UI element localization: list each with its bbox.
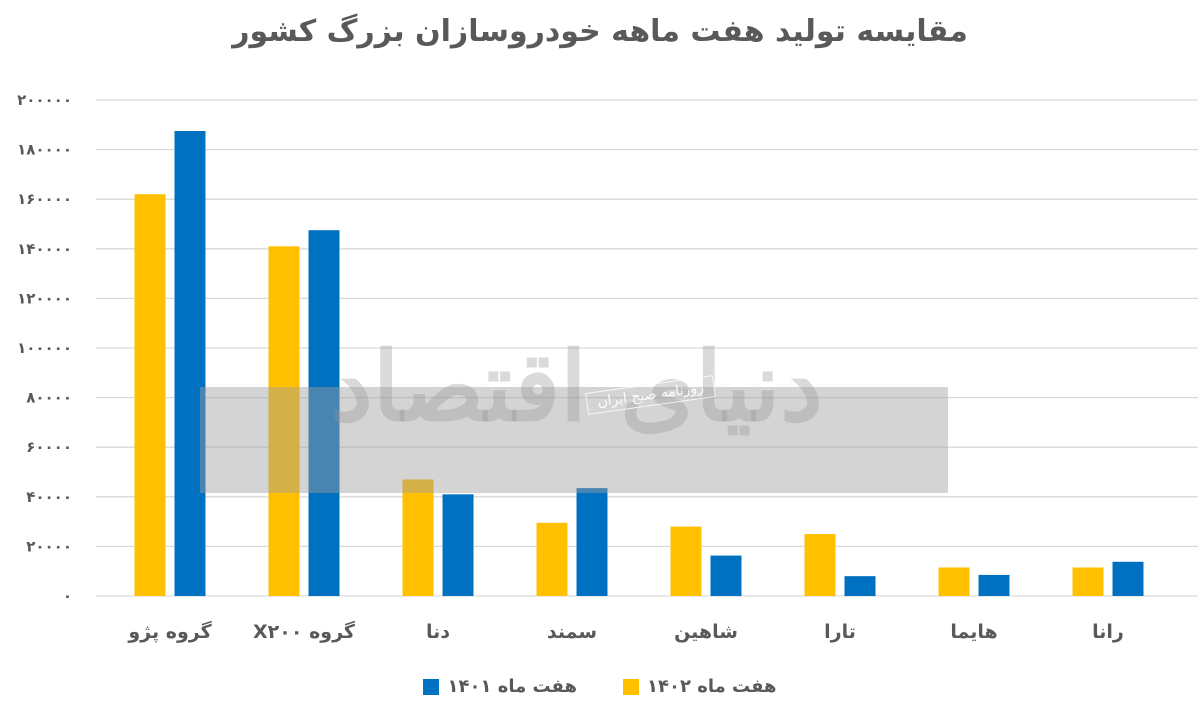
legend-label: هفت ماه ۱۴۰۱: [447, 676, 577, 697]
x-category-label: سمند: [547, 621, 597, 643]
bar-series1: [134, 194, 166, 597]
chart-legend: هفت ماه ۱۴۰۲ هفت ماه ۱۴۰۱: [0, 676, 1200, 697]
x-category-label: هایما: [950, 621, 997, 643]
y-tick-label: ۲۰۰۰۰: [26, 537, 72, 555]
bar-series2: [978, 574, 1010, 596]
y-axis-ticks: ۰ ۲۰۰۰۰ ۴۰۰۰۰ ۶۰۰۰۰ ۸۰۰۰۰ ۱۰۰۰۰۰ ۱۲۰۰۰۰ ۱۴۰۰۰۰ ۱…: [17, 91, 72, 605]
y-tick-label: ۸۰۰۰۰: [26, 389, 72, 407]
bar-series2: [1112, 561, 1144, 596]
legend-swatch-blue: [423, 678, 440, 695]
x-category-label: رانا: [1092, 621, 1124, 643]
legend-item-1402: هفت ماه ۱۴۰۲: [623, 676, 777, 697]
legend-swatch-yellow: [623, 678, 639, 695]
watermark-band: [200, 387, 948, 493]
bars: [134, 131, 1144, 597]
x-category-label: تارا: [824, 621, 856, 643]
y-tick-label: ۶۰۰۰۰: [26, 438, 72, 456]
bar-series2: [442, 494, 474, 596]
bar-series2: [576, 488, 608, 596]
x-category-label: دنا: [426, 621, 450, 643]
bar-series2: [308, 230, 340, 596]
bar-series2: [174, 131, 206, 596]
bar-series1: [402, 479, 434, 596]
x-category-label: گروه پژو: [127, 620, 212, 643]
bar-series1: [1072, 567, 1104, 596]
x-axis-categories: گروه پژو گروه X۲۰۰ دنا سمند شاهین تارا هایما را…: [127, 620, 1124, 643]
y-tick-label: ۴۰۰۰۰: [26, 488, 72, 506]
legend-label: هفت ماه ۱۴۰۲: [647, 676, 777, 697]
bar-series1: [938, 567, 970, 596]
bar-series2: [844, 576, 876, 596]
y-tick-label: ۱۲۰۰۰۰: [17, 289, 72, 307]
x-category-label: گروه X۲۰۰: [253, 620, 356, 643]
bar-series1: [670, 526, 702, 596]
chart-title: مقایسه تولید هفت ماهه خودروسازان بزرگ کش…: [232, 14, 968, 49]
y-tick-label: ۲۰۰۰۰۰: [17, 91, 72, 109]
y-tick-label: ۰: [63, 587, 72, 605]
y-tick-label: ۱۶۰۰۰۰: [17, 190, 72, 208]
watermark-logo: دنیای اقتصاد: [330, 330, 824, 443]
bar-series1: [268, 246, 300, 596]
bar-series1: [804, 534, 836, 596]
y-tick-label: ۱۸۰۰۰۰: [17, 141, 72, 159]
bar-series2: [710, 555, 742, 596]
y-tick-label: ۱۰۰۰۰۰: [17, 339, 72, 357]
y-tick-label: ۱۴۰۰۰۰: [17, 240, 72, 258]
legend-item-1401: هفت ماه ۱۴۰۱: [423, 676, 577, 697]
bar-series1: [536, 522, 568, 596]
x-category-label: شاهین: [674, 621, 738, 643]
